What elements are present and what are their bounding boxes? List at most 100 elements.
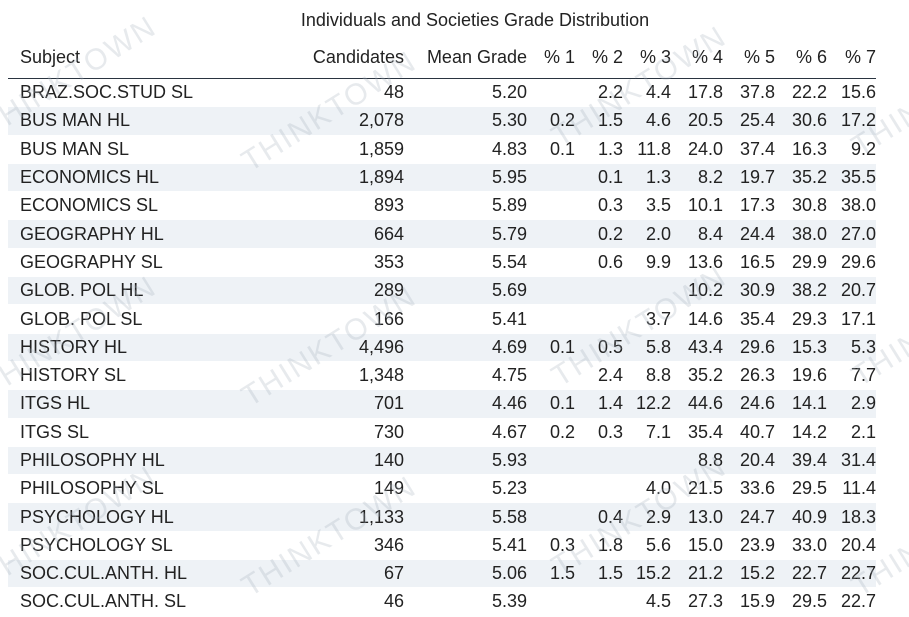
- cell-pct-4: 15.0: [671, 531, 723, 561]
- cell-pct-3: 12.2: [623, 389, 671, 419]
- table-row: SOC.CUL.ANTH. SL 46 5.39 4.5 27.3 15.9 29.5 22.…: [8, 587, 876, 617]
- cell-subject: BRAZ.SOC.STUD SL: [8, 78, 274, 108]
- cell-mean-grade: 4.67: [404, 418, 527, 447]
- cell-pct-7: 5.3: [827, 333, 876, 362]
- cell-pct-7: 27.0: [827, 219, 876, 249]
- cell-pct-4: 10.1: [671, 191, 723, 221]
- cell-subject: GLOB. POL HL: [8, 276, 274, 306]
- table-row: ECONOMICS HL 1,894 5.95 0.1 1.3 8.2 19.7 35.2 35…: [8, 163, 876, 193]
- table-row: BUS MAN HL 2,078 5.30 0.2 1.5 4.6 20.5 25.4 30.6…: [8, 106, 876, 136]
- cell-pct-1: [527, 361, 575, 391]
- cell-pct-3: 5.8: [623, 333, 671, 362]
- cell-subject: BUS MAN SL: [8, 135, 274, 164]
- cell-pct-1: [527, 276, 575, 306]
- cell-pct-1: 0.2: [527, 418, 575, 447]
- cell-pct-5: 30.9: [723, 276, 775, 306]
- table-row: GEOGRAPHY HL 664 5.79 0.2 2.0 8.4 24.4 38.0 27.0: [8, 219, 876, 249]
- cell-pct-7: 22.7: [827, 587, 876, 617]
- cell-pct-5: 20.4: [723, 446, 775, 476]
- table-row: PSYCHOLOGY SL 346 5.41 0.3 1.8 5.6 15.0 23.9 33.…: [8, 531, 876, 561]
- cell-pct-4: 35.4: [671, 418, 723, 447]
- header-pct-1: % 1: [527, 36, 575, 79]
- cell-mean-grade: 4.46: [404, 389, 527, 419]
- cell-subject: SOC.CUL.ANTH. HL: [8, 559, 274, 589]
- cell-mean-grade: 4.75: [404, 361, 527, 391]
- header-pct-4: % 4: [671, 36, 723, 79]
- cell-pct-3: [623, 446, 671, 476]
- cell-subject: PHILOSOPHY SL: [8, 474, 274, 504]
- cell-pct-5: 23.9: [723, 531, 775, 561]
- cell-pct-3: 5.6: [623, 531, 671, 561]
- cell-candidates: 1,348: [274, 361, 404, 391]
- table-row: HISTORY HL 4,496 4.69 0.1 0.5 5.8 43.4 29.6 15.3…: [8, 333, 876, 362]
- cell-pct-7: 31.4: [827, 446, 876, 476]
- header-pct-5: % 5: [723, 36, 775, 79]
- cell-pct-7: 22.7: [827, 559, 876, 589]
- cell-pct-7: 17.2: [827, 106, 876, 136]
- cell-pct-5: 24.4: [723, 219, 775, 249]
- cell-pct-3: 4.0: [623, 474, 671, 504]
- cell-subject: SOC.CUL.ANTH. SL: [8, 587, 274, 617]
- cell-pct-2: [575, 304, 623, 334]
- cell-pct-2: 0.1: [575, 163, 623, 193]
- table-row: GEOGRAPHY SL 353 5.54 0.6 9.9 13.6 16.5 29.9 29.…: [8, 248, 876, 278]
- cell-pct-6: 29.3: [775, 304, 827, 334]
- cell-subject: HISTORY HL: [8, 333, 274, 362]
- cell-pct-4: 13.0: [671, 502, 723, 532]
- header-pct-2: % 2: [575, 36, 623, 79]
- cell-pct-1: 1.5: [527, 559, 575, 589]
- cell-pct-3: 4.4: [623, 78, 671, 108]
- cell-pct-5: 24.7: [723, 502, 775, 532]
- cell-pct-6: 14.2: [775, 418, 827, 447]
- cell-pct-3: 2.9: [623, 502, 671, 532]
- cell-pct-3: 11.8: [623, 135, 671, 164]
- cell-pct-5: 26.3: [723, 361, 775, 391]
- header-pct-3: % 3: [623, 36, 671, 79]
- cell-pct-3: 9.9: [623, 248, 671, 278]
- table-row: GLOB. POL SL 166 5.41 3.7 14.6 35.4 29.3 17.1: [8, 304, 876, 334]
- cell-candidates: 2,078: [274, 106, 404, 136]
- table-header: Subject Candidates Mean Grade % 1 % 2 % …: [8, 36, 876, 79]
- cell-pct-2: 1.4: [575, 389, 623, 419]
- cell-candidates: 4,496: [274, 333, 404, 362]
- cell-pct-1: 0.1: [527, 389, 575, 419]
- cell-pct-1: [527, 474, 575, 504]
- cell-pct-5: 15.9: [723, 587, 775, 617]
- cell-pct-4: 24.0: [671, 135, 723, 164]
- cell-pct-6: 33.0: [775, 531, 827, 561]
- cell-candidates: 664: [274, 219, 404, 249]
- cell-pct-2: 2.2: [575, 78, 623, 108]
- cell-pct-7: 18.3: [827, 502, 876, 532]
- cell-pct-4: 10.2: [671, 276, 723, 306]
- cell-pct-5: 35.4: [723, 304, 775, 334]
- cell-mean-grade: 5.89: [404, 191, 527, 221]
- cell-pct-5: 40.7: [723, 418, 775, 447]
- cell-pct-7: 17.1: [827, 304, 876, 334]
- cell-subject: HISTORY SL: [8, 361, 274, 391]
- cell-pct-3: [623, 276, 671, 306]
- cell-pct-2: [575, 446, 623, 476]
- cell-pct-6: 29.5: [775, 587, 827, 617]
- cell-pct-2: 0.2: [575, 219, 623, 249]
- cell-pct-6: 39.4: [775, 446, 827, 476]
- cell-pct-4: 21.5: [671, 474, 723, 504]
- cell-subject: ITGS SL: [8, 418, 274, 447]
- cell-mean-grade: 5.39: [404, 587, 527, 617]
- cell-pct-1: 0.1: [527, 333, 575, 362]
- cell-candidates: 67: [274, 559, 404, 589]
- table-row: PHILOSOPHY SL 149 5.23 4.0 21.5 33.6 29.5 11.4: [8, 474, 876, 504]
- cell-pct-7: 2.1: [827, 418, 876, 447]
- cell-pct-7: 29.6: [827, 248, 876, 278]
- cell-pct-2: 0.3: [575, 418, 623, 447]
- cell-subject: BUS MAN HL: [8, 106, 274, 136]
- cell-subject: ECONOMICS SL: [8, 191, 274, 221]
- cell-pct-7: 7.7: [827, 361, 876, 391]
- cell-mean-grade: 5.93: [404, 446, 527, 476]
- cell-candidates: 46: [274, 587, 404, 617]
- table-row: PSYCHOLOGY HL 1,133 5.58 0.4 2.9 13.0 24.7 40.9…: [8, 502, 876, 532]
- cell-candidates: 1,894: [274, 163, 404, 193]
- cell-pct-1: [527, 304, 575, 334]
- cell-pct-3: 3.5: [623, 191, 671, 221]
- cell-pct-3: 8.8: [623, 361, 671, 391]
- cell-pct-1: [527, 248, 575, 278]
